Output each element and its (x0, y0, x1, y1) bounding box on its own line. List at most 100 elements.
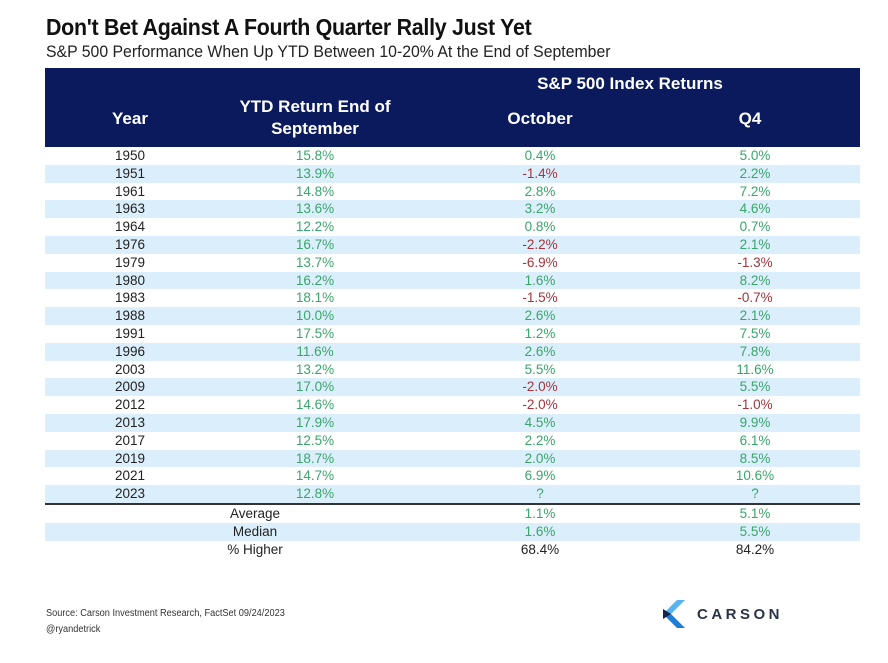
ytd-return-cell: 14.6% (295, 397, 335, 413)
ytd-return-cell: 16.2% (295, 272, 335, 288)
table-row: 1963 13.6% 3.2% 4.6% (45, 200, 860, 219)
q4-return-cell: 7.8% (739, 343, 771, 359)
chart-subtitle: S&P 500 Performance When Up YTD Between … (46, 42, 611, 61)
october-return-cell: 6.9% (524, 468, 556, 484)
year-cell: 2021 (114, 468, 146, 484)
october-return-cell: 2.8% (524, 183, 556, 199)
year-cell: 1961 (114, 183, 146, 199)
q4-return-cell: 7.2% (739, 183, 771, 199)
table-row: 2012 14.6% -2.0% -1.0% (45, 396, 860, 414)
october-summary-cell: 1.6% (524, 523, 556, 539)
q4-return-cell: -1.3% (737, 254, 773, 270)
q4-return-cell: 8.2% (739, 272, 771, 288)
ytd-return-cell: 14.8% (295, 183, 335, 199)
ytd-return-cell: 12.8% (295, 486, 335, 502)
october-return-cell: 4.5% (524, 414, 556, 430)
q4-return-cell: -1.0% (737, 397, 773, 413)
october-return-cell: 1.6% (524, 272, 556, 288)
table-row: 1996 11.6% 2.6% 7.8% (45, 342, 860, 361)
ytd-return-cell: 13.9% (295, 165, 335, 181)
summary-label: % Higher (227, 541, 283, 557)
year-cell: 2003 (114, 361, 146, 377)
table-row: 1976 16.7% -2.2% 2.1% (45, 235, 860, 254)
q4-summary-cell: 5.5% (739, 523, 771, 539)
table-row: 2021 14.7% 6.9% 10.6% (45, 467, 860, 485)
ytd-return-cell: 18.1% (295, 290, 335, 306)
author-handle: @ryandetrick (46, 624, 101, 635)
q4-return-cell: 7.5% (739, 325, 771, 341)
october-return-cell: 0.8% (524, 219, 556, 235)
q4-return-cell: 5.0% (739, 148, 771, 163)
year-cell: 1980 (114, 272, 146, 288)
october-return-cell: 0.4% (524, 148, 556, 163)
summary-divider (45, 502, 860, 505)
year-cell: 1979 (114, 254, 146, 270)
table-row: 1979 13.7% -6.9% -1.3% (45, 254, 860, 272)
table-header: S&P 500 Index Returns Year YTD Return En… (45, 68, 860, 147)
ytd-return-cell: 13.7% (295, 254, 335, 270)
ytd-return-cell: 15.8% (295, 148, 335, 163)
q4-return-cell: 11.6% (736, 361, 774, 377)
october-return-cell: 2.0% (524, 450, 556, 466)
q4-return-cell: 10.6% (735, 468, 775, 484)
october-return-cell: -2.0% (522, 397, 558, 413)
table-row: 1964 12.2% 0.8% 0.7% (45, 218, 860, 236)
ytd-return-cell: 11.6% (296, 343, 334, 359)
table-row: 1951 13.9% -1.4% 2.2% (45, 164, 860, 183)
year-cell: 1983 (114, 290, 146, 306)
q4-return-cell: 9.9% (739, 414, 771, 430)
q4-return-cell: 8.5% (739, 450, 771, 466)
ytd-return-cell: 14.7% (295, 468, 335, 484)
ytd-return-cell: 18.7% (295, 450, 335, 466)
october-return-cell: -1.4% (522, 165, 558, 181)
year-cell: 1964 (114, 219, 146, 235)
october-return-cell: 5.5% (524, 361, 556, 377)
ytd-return-cell: 12.5% (295, 432, 335, 448)
table-row: 1983 18.1% -1.5% -0.7% (45, 289, 860, 307)
table-row: 2019 18.7% 2.0% 8.5% (45, 449, 860, 468)
table-row: 2003 13.2% 5.5% 11.6% (45, 361, 860, 379)
q4-return-cell: 2.1% (739, 308, 771, 324)
october-return-cell: 2.2% (524, 432, 556, 448)
q4-return-cell: 4.6% (739, 201, 771, 217)
october-return-cell: ? (536, 486, 544, 502)
q4-return-cell: -0.7% (737, 290, 773, 306)
year-cell: 1996 (114, 343, 146, 359)
summary-label: Average (229, 505, 281, 521)
q4-return-cell: 5.5% (739, 379, 771, 395)
q4-return-cell: 6.1% (739, 432, 771, 448)
summary-row: Median 1.6% 5.5% (45, 522, 860, 541)
table-body: 1950 15.8% 0.4% 5.0% 1951 13.9% -1.4% 2.2% 1961 1… (45, 147, 860, 558)
table-row: 1988 10.0% 2.6% 2.1% (45, 307, 860, 325)
summary-row: % Higher 68.4% 84.2% (45, 541, 860, 559)
q4-return-cell: 2.2% (739, 165, 771, 181)
source-note: Source: Carson Investment Research, Fact… (46, 606, 285, 638)
ytd-return-cell: 13.6% (295, 201, 335, 217)
carson-chevron-icon (663, 600, 685, 628)
year-cell: 2013 (114, 414, 146, 430)
table-row: 1980 16.2% 1.6% 8.2% (45, 271, 860, 290)
year-cell: 1988 (114, 308, 146, 324)
october-summary-cell: 1.1% (524, 505, 556, 521)
ytd-return-cell: 13.2% (295, 361, 335, 377)
ytd-return-cell: 16.7% (295, 236, 335, 252)
table-row: 2023 12.8%?? (45, 485, 860, 503)
table-row: 1950 15.8% 0.4% 5.0% (45, 147, 860, 165)
q4-return-cell: 0.7% (739, 219, 771, 235)
year-cell: 1951 (114, 165, 146, 181)
october-return-cell: -6.9% (522, 254, 558, 270)
october-return-cell: 2.6% (524, 308, 556, 324)
year-cell: 2023 (114, 486, 146, 502)
year-cell: 2019 (114, 450, 146, 466)
october-return-cell: -2.0% (522, 379, 558, 395)
year-cell: 1976 (114, 236, 146, 252)
year-cell: 2012 (114, 397, 146, 413)
logo-text: CARSON (697, 605, 784, 623)
q4-return-cell: 2.1% (739, 236, 771, 252)
year-cell: 2017 (114, 432, 146, 448)
october-return-cell: -1.5% (522, 290, 558, 306)
q4-return-cell: ? (751, 486, 759, 502)
summary-label: Median (232, 523, 278, 539)
ytd-return-cell: 17.9% (295, 414, 335, 430)
year-cell: 1963 (114, 201, 146, 217)
